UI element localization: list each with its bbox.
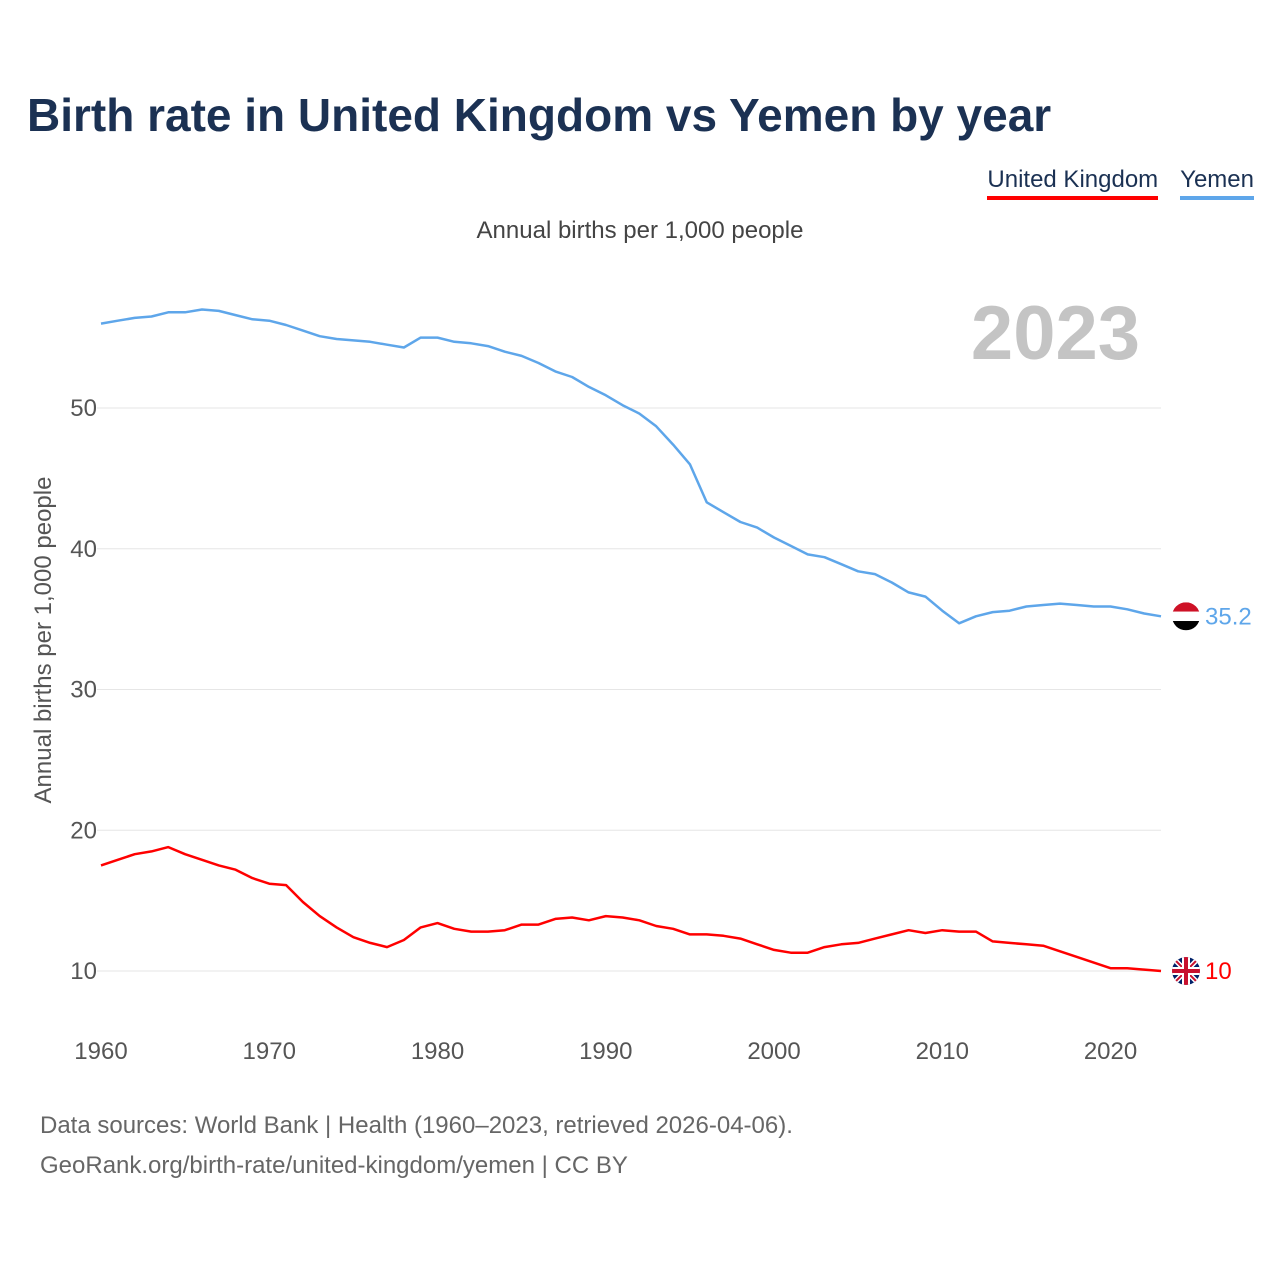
footer: Data sources: World Bank | Health (1960–…	[40, 1106, 793, 1186]
legend-item-united-kingdom[interactable]: United Kingdom	[987, 166, 1159, 200]
legend-item-yemen[interactable]: Yemen	[1180, 166, 1254, 200]
y-axis-label: Annual births per 1,000 people	[30, 477, 57, 804]
y-tick-label: 40	[70, 536, 97, 563]
y-tick-label: 10	[70, 958, 97, 985]
uk-flag-icon	[1172, 957, 1200, 985]
end-value-label: 35.2	[1205, 603, 1252, 630]
x-tick-label: 1980	[411, 1038, 464, 1065]
y-tick-label: 20	[70, 817, 97, 844]
footer-link[interactable]: GeoRank.org/birth-rate/united-kingdom/ye…	[40, 1152, 628, 1179]
yemen-flag-icon	[1172, 602, 1200, 631]
y-tick-label: 50	[70, 395, 97, 422]
chart-title: Birth rate in United Kingdom vs Yemen by…	[27, 89, 1052, 141]
x-tick-label: 2020	[1084, 1038, 1137, 1065]
x-tick-label: 2010	[916, 1038, 969, 1065]
y-tick-label: 30	[70, 677, 97, 704]
series-line-united-kingdom	[100, 845, 1162, 973]
legend: United Kingdom Yemen	[987, 166, 1254, 200]
x-tick-label: 1960	[74, 1038, 127, 1065]
end-value-label: 10	[1205, 958, 1232, 985]
series-line-yemen	[100, 308, 1162, 625]
footer-sources: Data sources: World Bank | Health (1960–…	[40, 1112, 793, 1139]
year-label: 2023	[970, 291, 1140, 376]
x-tick-label: 2000	[747, 1038, 800, 1065]
chart-subtitle: Annual births per 1,000 people	[476, 217, 804, 244]
x-tick-label: 1970	[243, 1038, 296, 1065]
x-tick-label: 1990	[579, 1038, 632, 1065]
